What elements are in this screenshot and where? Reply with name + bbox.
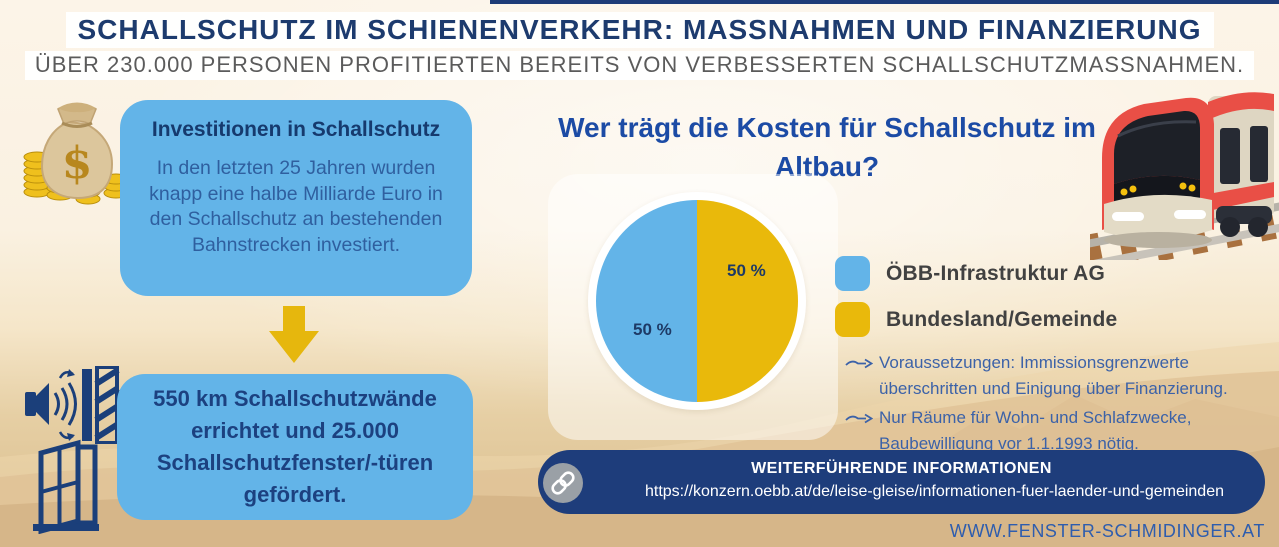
pie-legend: ÖBB-Infrastruktur AG Bundesland/Gemeinde bbox=[835, 256, 1117, 348]
legend-row-oebb: ÖBB-Infrastruktur AG bbox=[835, 256, 1117, 291]
link-icon bbox=[551, 471, 575, 495]
open-window-icon bbox=[33, 439, 99, 534]
pie-chart bbox=[596, 200, 798, 402]
svg-text:$: $ bbox=[62, 138, 93, 189]
train-icon bbox=[1090, 92, 1279, 260]
header: SCHALLSCHUTZ IM SCHIENENVERKEHR: MASSNAH… bbox=[0, 12, 1279, 80]
info-bar-title: WEITERFÜHRENDE INFORMATIONEN bbox=[751, 460, 1052, 477]
legend-label-bundesland: Bundesland/Gemeinde bbox=[886, 307, 1118, 331]
legend-swatch-bundesland-icon bbox=[835, 302, 870, 337]
page-title: SCHALLSCHUTZ IM SCHIENENVERKEHR: MASSNAH… bbox=[65, 12, 1214, 48]
noise-barrier-icon bbox=[25, 366, 120, 444]
pie-label-bundesland: 50 % bbox=[727, 261, 766, 280]
footer-website-link[interactable]: WWW.FENSTER-SCHMIDINGER.AT bbox=[949, 521, 1265, 541]
legend-row-bundesland: Bundesland/Gemeinde bbox=[835, 302, 1117, 337]
page-subtitle: ÜBER 230.000 PERSONEN PROFITIERTEN BEREI… bbox=[24, 50, 1255, 80]
note-text: Voraussetzungen: Immissionsgrenzwerte üb… bbox=[879, 353, 1228, 398]
note-item: Nur Räume für Wohn- und Schlafzwecke, Ba… bbox=[845, 405, 1279, 457]
note-item: Voraussetzungen: Immissionsgrenzwerte üb… bbox=[845, 350, 1279, 402]
pie-chart-ring bbox=[588, 192, 806, 410]
notes-list: Voraussetzungen: Immissionsgrenzwerte üb… bbox=[845, 350, 1279, 460]
info-bar[interactable]: WEITERFÜHRENDE INFORMATIONEN https://kon… bbox=[538, 450, 1265, 514]
info-bar-url-link[interactable]: https://konzern.oebb.at/de/leise-gleise/… bbox=[644, 483, 1224, 500]
legend-swatch-oebb-icon bbox=[835, 256, 870, 291]
question-heading: Wer trägt die Kosten für Schallschutz im… bbox=[558, 112, 1096, 183]
result-card: 550 km Schallschutzwände errichtet und 2… bbox=[117, 374, 473, 520]
note-text: Nur Räume für Wohn- und Schlafzwecke, Ba… bbox=[879, 408, 1192, 453]
money-bag-icon: $ bbox=[23, 102, 129, 205]
investment-card-title: Investitionen in Schallschutz bbox=[151, 118, 441, 141]
top-border-line bbox=[490, 0, 1279, 4]
investment-card: Investitionen in Schallschutz In den let… bbox=[120, 100, 472, 296]
pie-label-oebb: 50 % bbox=[633, 320, 672, 339]
link-icon-circle bbox=[543, 463, 583, 503]
investment-card-body: In den letzten 25 Jahren wurden knapp ei… bbox=[149, 157, 443, 257]
legend-label-oebb: ÖBB-Infrastruktur AG bbox=[886, 261, 1106, 285]
note-arrow-icon bbox=[845, 358, 873, 369]
down-arrow-icon bbox=[269, 306, 319, 363]
result-card-text: 550 km Schallschutzwände errichtet und 2… bbox=[153, 386, 437, 507]
note-arrow-icon bbox=[845, 413, 873, 424]
